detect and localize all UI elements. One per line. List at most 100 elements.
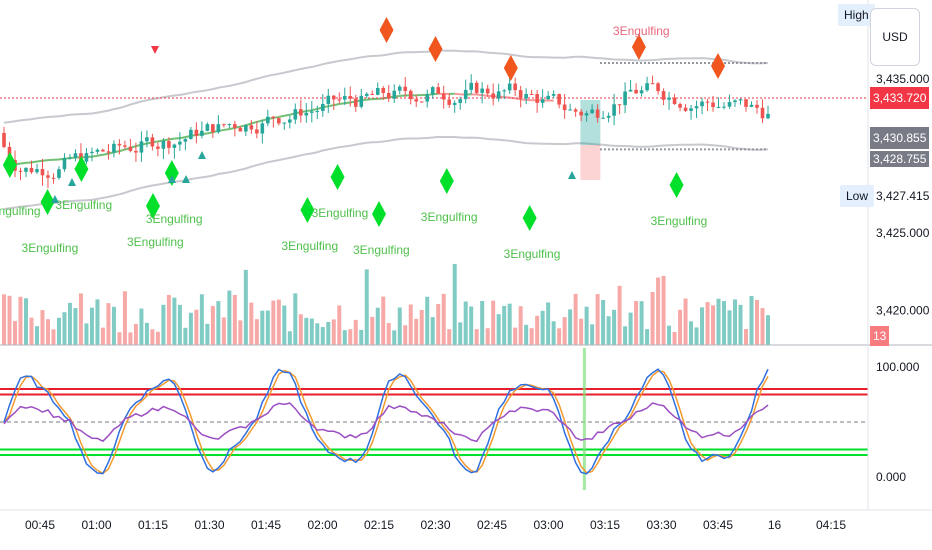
volume-bar: [84, 323, 89, 345]
candle-body: [634, 89, 638, 94]
bull-signal-label: 3Engulfing: [55, 198, 112, 212]
volume-bar: [221, 317, 226, 345]
volume-bar: [282, 305, 287, 345]
volume-bar: [623, 326, 628, 345]
candle-body: [40, 169, 45, 176]
bull-signal-diamond: [372, 201, 386, 227]
volume-bar: [711, 305, 716, 345]
volume-bar: [375, 307, 380, 345]
candle-body: [222, 124, 226, 126]
volume-bar: [227, 290, 232, 345]
time-tick-label: 02:45: [477, 518, 507, 532]
time-tick-label: 16: [768, 518, 782, 532]
candle-body: [447, 99, 452, 105]
volume-bar: [568, 309, 573, 345]
candle-body: [101, 149, 105, 152]
volume-bar: [353, 319, 358, 345]
candle-body: [584, 113, 589, 116]
signal-markers: 3Engulfing 3Engulfing 3Engulfing 3Engulfing…: [0, 17, 725, 261]
volume-bar: [304, 317, 309, 345]
bull-signal-label: 3Engulfing: [0, 204, 41, 218]
volume-tag: 13: [870, 326, 890, 346]
volume-bar: [529, 328, 534, 345]
time-tick-label: 02:15: [364, 518, 394, 532]
volume-bar: [177, 304, 182, 345]
candle-body: [353, 98, 358, 107]
upper-band-tag: 3,430.855: [870, 127, 930, 149]
basis-segment: [339, 102, 345, 106]
candle-body: [606, 115, 611, 118]
candle-body: [546, 95, 550, 100]
candle-body: [639, 90, 644, 94]
candle-body: [656, 83, 660, 92]
time-tick-label: 01:45: [251, 518, 281, 532]
time-tick-label: 04:15: [816, 518, 846, 532]
candle-body: [419, 101, 424, 103]
stoch-k-line: [3, 368, 769, 475]
volume-bar: [496, 314, 501, 345]
candle-body: [315, 110, 320, 112]
volume-bar: [210, 306, 215, 345]
bear-triangle: [151, 46, 159, 54]
band-lines: [0, 49, 868, 211]
volume-bar: [645, 329, 650, 345]
volume-bar: [705, 302, 710, 345]
candle-body: [271, 116, 276, 119]
candle-body: [326, 95, 331, 104]
candle-body: [568, 109, 572, 111]
volume-bar: [392, 330, 397, 345]
candle-body: [612, 104, 616, 116]
basis-segment: [333, 103, 340, 107]
volume-bar: [381, 296, 386, 345]
volume-bar: [364, 269, 369, 345]
bull-signal-diamond: [40, 189, 55, 215]
volume-bar: [430, 317, 435, 345]
high-label: High: [838, 4, 875, 26]
basis-segment: [344, 101, 351, 105]
volume-bar: [276, 299, 281, 345]
volume-bar: [51, 329, 56, 345]
bull-triangle: [68, 178, 76, 186]
currency-selector[interactable]: USD: [870, 8, 920, 66]
lower-band-tag: 3,428.755: [870, 151, 930, 167]
highlight-zone-down: [580, 145, 601, 180]
candle-body: [277, 118, 281, 124]
volume-bar: [348, 329, 353, 345]
volume-bar: [342, 330, 347, 345]
bull-signal-diamond: [330, 164, 345, 190]
basis-segment: [102, 152, 109, 156]
volume-bar: [106, 303, 111, 345]
time-tick-label: 02:00: [307, 518, 337, 532]
candle-body: [216, 124, 221, 133]
candle-body: [288, 119, 292, 123]
candle-body: [441, 93, 446, 100]
volume-bar: [172, 297, 177, 345]
candle-body: [579, 111, 583, 116]
bear-signal-diamond: [379, 17, 394, 43]
bear-signal-diamond: [631, 34, 646, 60]
price-tick-label: 3,435.000: [876, 72, 930, 86]
bull-signal-label: 3Engulfing: [353, 243, 410, 257]
candle-body: [24, 167, 28, 172]
volume-bar: [320, 327, 325, 345]
candle-body: [68, 157, 72, 159]
candle-body: [359, 95, 364, 107]
candle-body: [518, 90, 523, 99]
bull-triangle: [51, 195, 59, 203]
volume-bar: [573, 293, 578, 345]
volume-bar: [7, 295, 12, 345]
basis-segment: [366, 98, 373, 101]
candle-body: [392, 90, 397, 99]
candle-body: [29, 167, 34, 173]
candle-body: [463, 89, 468, 100]
bull-triangle: [168, 175, 176, 183]
volume-bar: [67, 302, 72, 345]
candle-body: [183, 139, 188, 142]
candle-body: [425, 94, 430, 102]
volume-bar: [331, 319, 336, 345]
volume-bar: [95, 299, 100, 345]
volume-bar: [513, 327, 518, 345]
volume-bar: [546, 302, 551, 345]
volume-bar: [205, 323, 210, 345]
candle-body: [502, 90, 506, 92]
